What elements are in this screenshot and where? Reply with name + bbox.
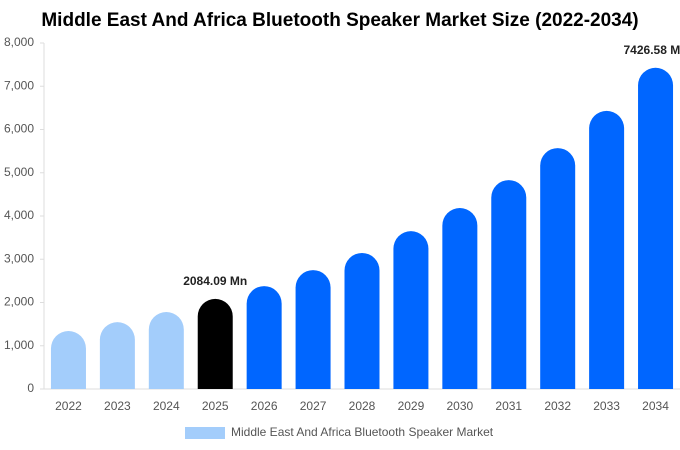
x-tick-label: 2025 [202,399,229,413]
x-tick-label: 2033 [593,399,620,413]
y-tick-label: 7,000 [4,78,34,92]
legend-swatch [185,427,225,439]
y-tick-label: 1,000 [4,338,34,352]
data-label: 7426.58 Mn [624,43,680,57]
bar [148,312,184,389]
y-tick-label: 0 [27,381,34,395]
y-tick-label: 2,000 [4,295,34,309]
x-tick-label: 2022 [55,399,82,413]
x-tick-label: 2031 [495,399,522,413]
x-tick-label: 2032 [544,399,571,413]
legend-label: Middle East And Africa Bluetooth Speaker… [231,425,494,439]
chart-title: Middle East And Africa Bluetooth Speaker… [41,10,638,31]
bar [344,252,380,389]
x-tick-label: 2028 [349,399,376,413]
bar [99,322,135,389]
bar [295,270,331,389]
x-tick-label: 2030 [446,399,473,413]
y-tick-label: 3,000 [4,251,34,265]
bar [50,331,86,389]
x-tick-label: 2026 [251,399,278,413]
y-tick-label: 4,000 [4,208,34,222]
bar [197,298,233,389]
y-tick-label: 5,000 [4,165,34,179]
x-tick-label: 2034 [642,399,669,413]
x-tick-label: 2023 [104,399,131,413]
bar [638,67,674,389]
bar [491,180,527,389]
bar [246,286,282,389]
bar [442,207,478,389]
x-tick-label: 2027 [300,399,327,413]
x-tick-label: 2029 [398,399,425,413]
x-tick-label: 2024 [153,399,180,413]
bar [589,110,625,389]
bar [540,148,576,389]
data-label: 2084.09 Mn [183,274,247,288]
y-tick-label: 8,000 [4,35,34,49]
y-tick-label: 6,000 [4,122,34,136]
bar [393,231,429,389]
